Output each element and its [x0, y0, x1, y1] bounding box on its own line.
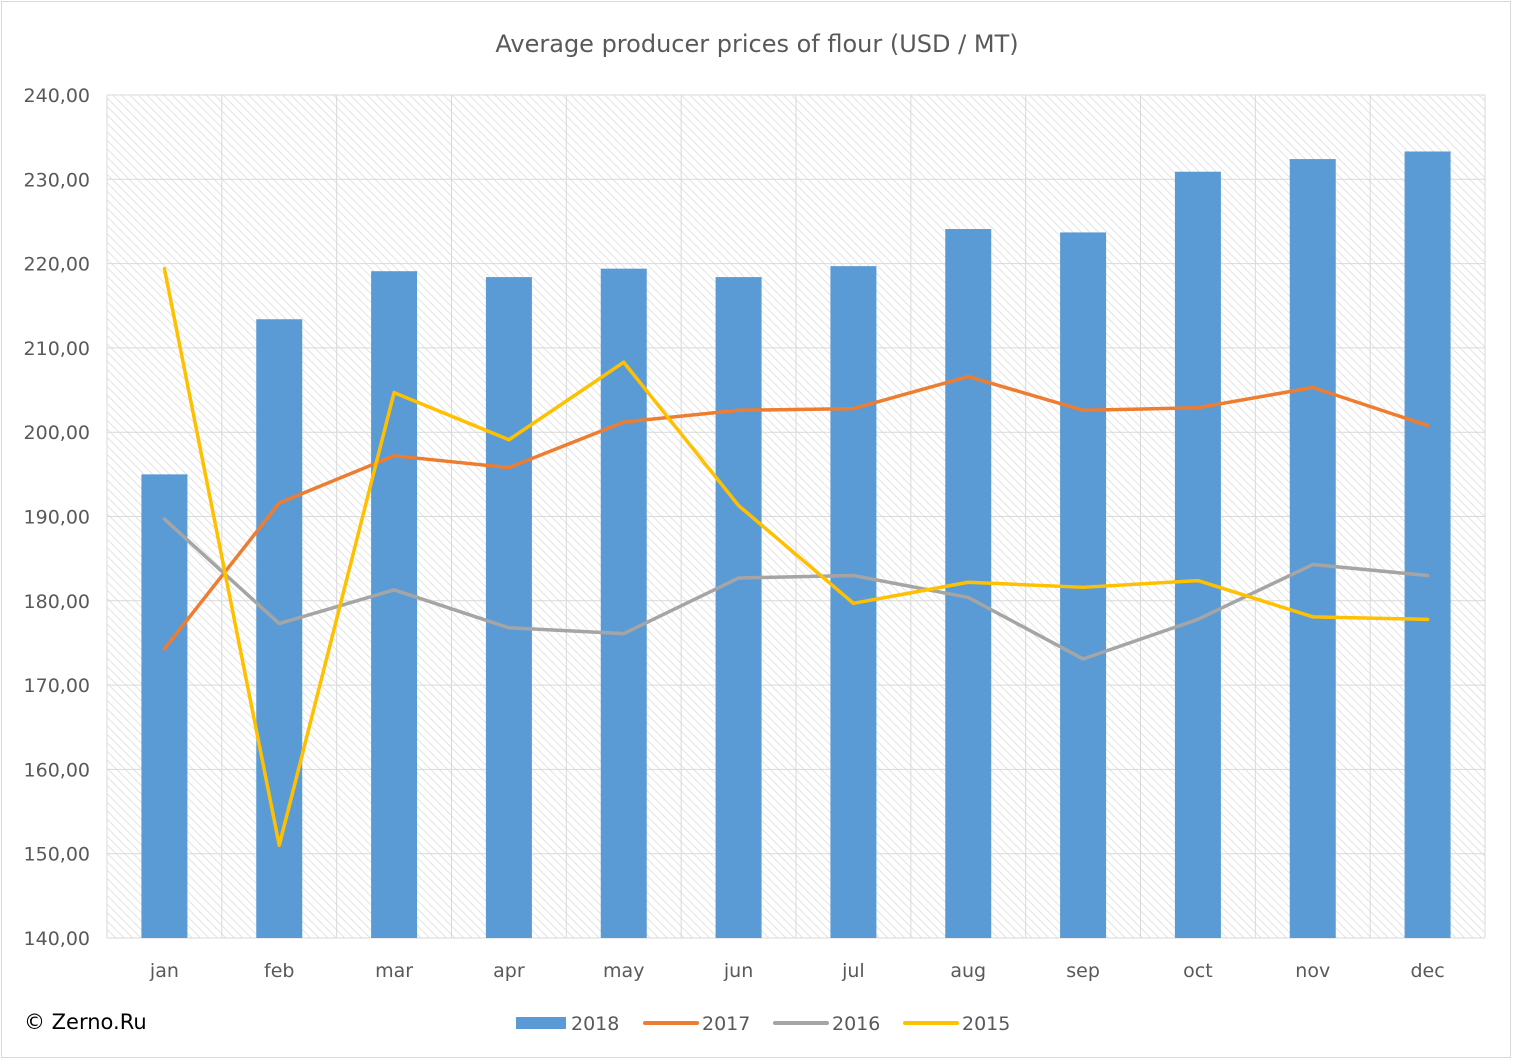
bar-2018-jan	[141, 474, 188, 938]
bar-2018-oct	[1174, 171, 1221, 938]
bar-2018-nov	[1289, 159, 1336, 938]
x-tick-label: feb	[264, 960, 294, 982]
y-tick-label: 160,00	[24, 759, 90, 781]
y-tick-label: 240,00	[24, 85, 90, 107]
chart-title: Average producer prices of flour (USD / …	[495, 30, 1018, 58]
x-tick-label: dec	[1410, 960, 1444, 982]
x-tick-label: jan	[149, 960, 179, 982]
y-tick-label: 170,00	[24, 675, 90, 697]
y-tick-label: 210,00	[24, 338, 90, 360]
x-tick-label: mar	[375, 960, 413, 982]
x-tick-label: may	[603, 960, 644, 982]
x-tick-label: aug	[950, 960, 986, 982]
line-2016	[162, 517, 1430, 661]
x-tick-label: oct	[1183, 960, 1213, 982]
x-tick-label: sep	[1066, 960, 1100, 982]
legend-label-2016: 2016	[832, 1013, 880, 1035]
y-axis: 140,00 150,00 160,00 170,00 180,00 190,00 200,…	[24, 85, 90, 950]
gridlines	[106, 94, 1486, 939]
x-axis: jan feb mar apr may jun jul aug sep oct nov dec	[149, 960, 1445, 982]
x-tick-label: apr	[493, 960, 525, 982]
legend-label-2015: 2015	[962, 1013, 1010, 1035]
legend-label-2018: 2018	[571, 1013, 619, 1035]
bar-2018-jun	[715, 277, 762, 938]
y-tick-label: 140,00	[24, 928, 90, 950]
bar-2018-dec	[1404, 151, 1451, 938]
y-tick-label: 220,00	[24, 254, 90, 276]
x-tick-label: nov	[1295, 960, 1330, 982]
legend-label-2017: 2017	[702, 1013, 750, 1035]
x-tick-label: jul	[841, 960, 865, 982]
bar-2018-apr	[485, 277, 532, 938]
line-2015	[162, 266, 1430, 848]
bar-2018-mar	[371, 271, 418, 938]
y-tick-label: 190,00	[24, 507, 90, 529]
copyright-text: © Zerno.Ru	[24, 1010, 147, 1034]
bar-2018-may	[600, 268, 647, 939]
legend-swatch-2018	[516, 1017, 566, 1029]
x-tick-label: jun	[723, 960, 753, 982]
bar-2018-feb	[256, 319, 303, 938]
lines	[162, 266, 1430, 848]
legend: 2018 2017 2016 2015	[516, 1013, 1010, 1035]
y-tick-label: 150,00	[24, 844, 90, 866]
y-tick-label: 180,00	[24, 591, 90, 613]
y-tick-label: 200,00	[24, 422, 90, 444]
y-tick-label: 230,00	[24, 169, 90, 191]
